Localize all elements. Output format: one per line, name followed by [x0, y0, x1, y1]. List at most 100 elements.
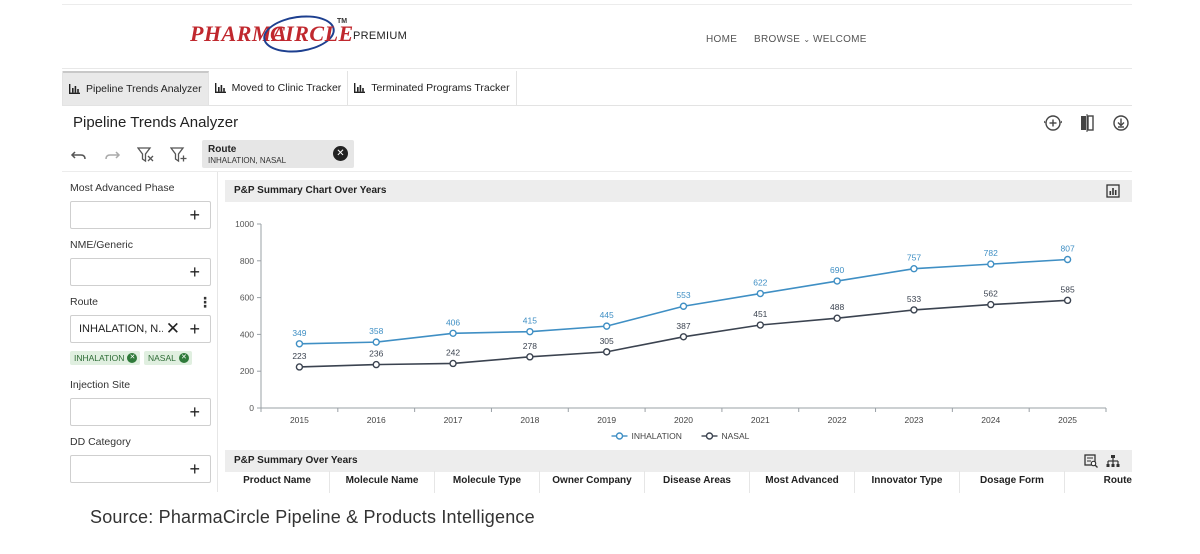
nav-home[interactable]: HOME [706, 34, 738, 45]
route-tag-label: NASAL [148, 353, 176, 363]
tab-label: Terminated Programs Tracker [371, 82, 510, 94]
clear-icon[interactable]: ✕ [165, 319, 180, 338]
data-point [679, 302, 688, 310]
col-molecule-name[interactable]: Molecule Name [330, 471, 435, 493]
route-field-value: INHALATION, N... [79, 323, 163, 335]
add-circle-icon[interactable] [1044, 114, 1062, 132]
col-innovator-type[interactable]: Innovator Type [855, 471, 960, 493]
legend-label: NASAL [722, 431, 750, 441]
plus-icon[interactable]: + [189, 459, 200, 479]
most-advanced-phase-field[interactable]: + [70, 201, 211, 229]
nme-generic-field[interactable]: + [70, 258, 211, 286]
data-label: 622 [753, 278, 767, 288]
premium-label: PREMIUM [353, 30, 408, 42]
route-filter-chip[interactable]: Route INHALATION, NASAL ✕ [202, 140, 354, 168]
tab-label: Pipeline Trends Analyzer [86, 83, 202, 95]
data-label: 278 [523, 341, 537, 351]
download-icon[interactable] [1112, 114, 1130, 132]
more-vertical-icon[interactable]: ⋮ [198, 294, 212, 310]
data-label: 242 [446, 347, 460, 357]
data-point [372, 338, 380, 346]
data-point [449, 329, 457, 337]
data-label: 757 [907, 253, 921, 263]
data-label: 690 [830, 265, 844, 275]
tab-terminated-programs-tracker[interactable]: Terminated Programs Tracker [348, 71, 517, 105]
route-tag-nasal[interactable]: NASAL ✕ [144, 351, 192, 365]
col-owner-company[interactable]: Owner Company [540, 471, 645, 493]
compare-icon[interactable] [1078, 114, 1096, 132]
legend-swatch-marker [705, 432, 714, 440]
chevron-down-icon: ⌄ [803, 35, 811, 44]
data-label: 223 [292, 351, 306, 361]
data-label: 387 [676, 321, 690, 331]
remove-tag-icon[interactable]: ✕ [178, 353, 189, 363]
add-filter-icon[interactable] [170, 147, 188, 163]
col-dosage-form[interactable]: Dosage Form [960, 471, 1065, 493]
filter-label-route: Route [70, 296, 99, 308]
series-line-inhalation [299, 258, 1068, 345]
injection-site-field[interactable]: + [70, 398, 211, 426]
nav-browse[interactable]: BROWSE ⌄ [754, 34, 810, 45]
data-point [1063, 296, 1072, 305]
route-field[interactable]: INHALATION, N... ✕ + [70, 315, 211, 343]
data-point [602, 322, 611, 330]
hierarchy-icon[interactable] [1106, 454, 1120, 468]
x-tick-label: 2020 [674, 415, 693, 425]
y-tick-label: 1000 [235, 219, 254, 229]
col-molecule-type[interactable]: Molecule Type [435, 471, 540, 493]
top-divider [62, 4, 1132, 5]
panel-divider [217, 172, 218, 492]
data-label: 305 [600, 336, 614, 346]
col-most-advanced[interactable]: Most Advanced [750, 471, 855, 493]
chart-panel-title: P&P Summary Chart Over Years [234, 185, 387, 196]
logo-word-right: CIRCLE [270, 21, 354, 46]
data-point [679, 333, 688, 341]
x-tick-label: 2024 [981, 415, 1000, 425]
data-point [526, 327, 534, 336]
y-tick-label: 200 [240, 366, 254, 376]
y-tick-label: 800 [240, 256, 254, 266]
table-panel-title: P&P Summary Over Years [234, 455, 358, 466]
data-point [372, 360, 380, 369]
data-point [910, 306, 918, 314]
data-point [602, 348, 611, 356]
dd-category-field[interactable]: + [70, 455, 211, 483]
data-point [756, 289, 765, 298]
clear-filter-icon[interactable] [137, 147, 155, 163]
bar-chart-icon [214, 83, 226, 93]
data-label: 585 [1060, 284, 1074, 294]
toolbar-divider [62, 171, 1132, 172]
filter-label-dd-category: DD Category [70, 436, 131, 448]
header-divider [62, 68, 1132, 69]
plus-icon[interactable]: + [189, 402, 200, 422]
plus-icon[interactable]: + [189, 205, 200, 225]
app-page: PHARMA CIRCLE TM PREMIUM HOME BROWSE ⌄ W… [62, 0, 1132, 500]
undo-icon[interactable] [70, 147, 88, 163]
route-tag-inhalation[interactable]: INHALATION ✕ [70, 351, 141, 365]
legend-swatch-marker [615, 432, 624, 440]
plus-icon[interactable]: + [189, 319, 200, 339]
x-tick-label: 2016 [367, 415, 386, 425]
nav-welcome[interactable]: WELCOME [813, 34, 867, 45]
col-disease-areas[interactable]: Disease Areas [645, 471, 750, 493]
data-label: 807 [1060, 244, 1074, 254]
col-product-name[interactable]: Product Name [225, 471, 330, 493]
close-icon[interactable]: ✕ [333, 146, 348, 161]
redo-icon[interactable] [103, 147, 121, 163]
tab-moved-to-clinic-tracker[interactable]: Moved to Clinic Tracker [209, 71, 349, 105]
data-label: 451 [753, 309, 767, 319]
source-note: Source: PharmaCircle Pipeline & Products… [90, 507, 535, 527]
plus-icon[interactable]: + [189, 262, 200, 282]
y-tick-label: 400 [240, 329, 254, 339]
tab-pipeline-trends-analyzer[interactable]: Pipeline Trends Analyzer [63, 71, 209, 105]
chart-toggle-icon[interactable] [1106, 184, 1120, 198]
x-tick-label: 2017 [444, 415, 463, 425]
col-route[interactable]: Route [1103, 475, 1132, 486]
data-point [295, 340, 304, 348]
table-search-icon[interactable] [1084, 454, 1098, 468]
filter-label-most-advanced-phase: Most Advanced Phase [70, 182, 175, 194]
data-point [449, 359, 457, 368]
route-chip-title: Route [208, 144, 237, 155]
data-label: 533 [907, 294, 921, 304]
remove-tag-icon[interactable]: ✕ [127, 353, 138, 363]
